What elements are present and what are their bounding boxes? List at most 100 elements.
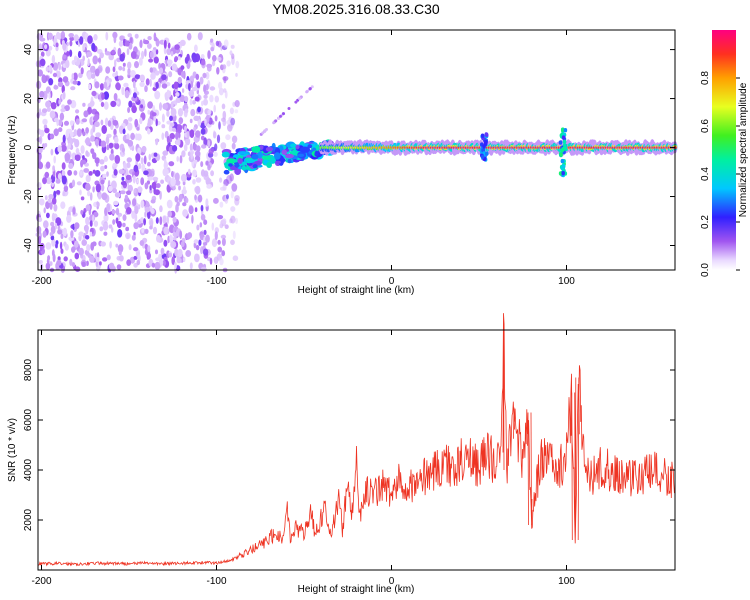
noise-blob bbox=[64, 152, 71, 162]
noise-blob bbox=[128, 100, 133, 108]
noise-blob bbox=[178, 185, 181, 191]
noise-blob bbox=[219, 223, 223, 229]
noise-blob bbox=[115, 82, 121, 91]
noise-blob bbox=[162, 150, 169, 156]
noise-blob bbox=[220, 234, 227, 239]
noise-blob bbox=[200, 161, 204, 168]
noise-blob bbox=[194, 253, 200, 263]
noise-blob bbox=[144, 206, 151, 213]
noise-blob bbox=[65, 129, 70, 139]
noise-blob bbox=[211, 238, 218, 248]
snr-x-tick-label: -200 bbox=[31, 576, 51, 587]
noise-blob bbox=[131, 210, 136, 219]
noise-blob bbox=[149, 67, 153, 73]
noise-blob bbox=[113, 93, 118, 101]
noise-blob bbox=[203, 236, 206, 243]
noise-blob bbox=[197, 194, 203, 203]
noise-blob bbox=[166, 144, 170, 152]
noise-blob bbox=[49, 201, 53, 210]
noise-blob bbox=[116, 264, 122, 270]
noise-blob bbox=[37, 161, 44, 170]
noise-blob bbox=[69, 258, 73, 266]
noise-blob bbox=[207, 109, 212, 115]
noise-blob bbox=[111, 209, 117, 215]
noise-blob bbox=[147, 109, 150, 115]
noise-blob bbox=[64, 243, 69, 251]
noise-blob bbox=[103, 81, 108, 89]
noise-blob bbox=[123, 162, 127, 170]
noise-blob bbox=[51, 197, 57, 205]
noise-blob bbox=[211, 222, 215, 231]
spectrogram-x-label: Height of straight line (km) bbox=[298, 285, 415, 296]
noise-blob bbox=[132, 80, 136, 89]
noise-blob bbox=[234, 195, 240, 202]
noise-blob bbox=[42, 118, 48, 125]
noise-blob bbox=[174, 172, 180, 182]
noise-blob bbox=[207, 65, 212, 72]
noise-blob bbox=[47, 198, 52, 204]
onset-blob bbox=[287, 158, 292, 164]
noise-blob bbox=[147, 117, 152, 127]
noise-blob bbox=[44, 143, 48, 148]
noise-blob bbox=[103, 213, 109, 223]
noise-blob bbox=[227, 123, 233, 132]
noise-blob bbox=[218, 81, 223, 90]
noise-blob bbox=[222, 184, 227, 191]
noise-blob bbox=[222, 218, 227, 225]
noise-blob bbox=[112, 219, 116, 225]
noise-blob bbox=[166, 59, 173, 65]
noise-blob bbox=[38, 43, 43, 52]
noise-blob bbox=[94, 68, 100, 77]
noise-blob bbox=[194, 44, 198, 52]
noise-blob bbox=[214, 115, 218, 122]
noise-blob bbox=[206, 183, 213, 189]
noise-blob bbox=[80, 196, 85, 201]
spectrogram-x-tick-label: -200 bbox=[31, 276, 51, 287]
noise-blob bbox=[73, 72, 78, 81]
noise-blob bbox=[58, 127, 63, 133]
noise-blob bbox=[47, 32, 53, 40]
spectrogram-signal-layer bbox=[221, 85, 678, 178]
noise-blob bbox=[111, 49, 116, 55]
streak-blob bbox=[294, 100, 298, 104]
noise-blob bbox=[176, 156, 179, 162]
noise-blob bbox=[45, 49, 51, 57]
noise-blob bbox=[118, 66, 123, 71]
onset-blob bbox=[299, 146, 310, 153]
noise-blob bbox=[221, 250, 226, 257]
onset-blob bbox=[241, 165, 247, 171]
noise-blob bbox=[147, 43, 152, 49]
noise-blob bbox=[192, 56, 198, 63]
noise-blob bbox=[106, 171, 109, 177]
noise-blob bbox=[119, 255, 124, 262]
noise-blob bbox=[53, 155, 56, 164]
noise-blob bbox=[80, 67, 84, 75]
noise-blob bbox=[195, 185, 201, 195]
noise-blob bbox=[53, 190, 57, 199]
onset-blob bbox=[265, 146, 273, 152]
noise-blob bbox=[71, 246, 76, 253]
noise-blob bbox=[174, 57, 178, 63]
noise-blob bbox=[76, 181, 82, 186]
noise-blob bbox=[216, 56, 222, 62]
noise-blob bbox=[94, 157, 100, 164]
noise-blob bbox=[57, 173, 62, 180]
spike-blob bbox=[484, 151, 489, 156]
noise-blob bbox=[60, 144, 67, 152]
noise-blob bbox=[151, 262, 156, 268]
noise-blob bbox=[112, 119, 119, 126]
noise-blob bbox=[161, 124, 166, 129]
noise-blob bbox=[149, 185, 152, 191]
noise-blob bbox=[60, 201, 66, 209]
noise-blob bbox=[209, 257, 213, 265]
noise-blob bbox=[223, 88, 227, 93]
spike-blob bbox=[484, 132, 489, 138]
noise-blob bbox=[107, 120, 112, 127]
noise-blob bbox=[38, 147, 43, 154]
onset-blob bbox=[233, 154, 239, 158]
noise-blob bbox=[198, 239, 202, 246]
noise-blob bbox=[225, 134, 231, 141]
noise-blob bbox=[71, 262, 76, 267]
noise-blob bbox=[54, 222, 58, 230]
noise-blob bbox=[126, 157, 132, 163]
